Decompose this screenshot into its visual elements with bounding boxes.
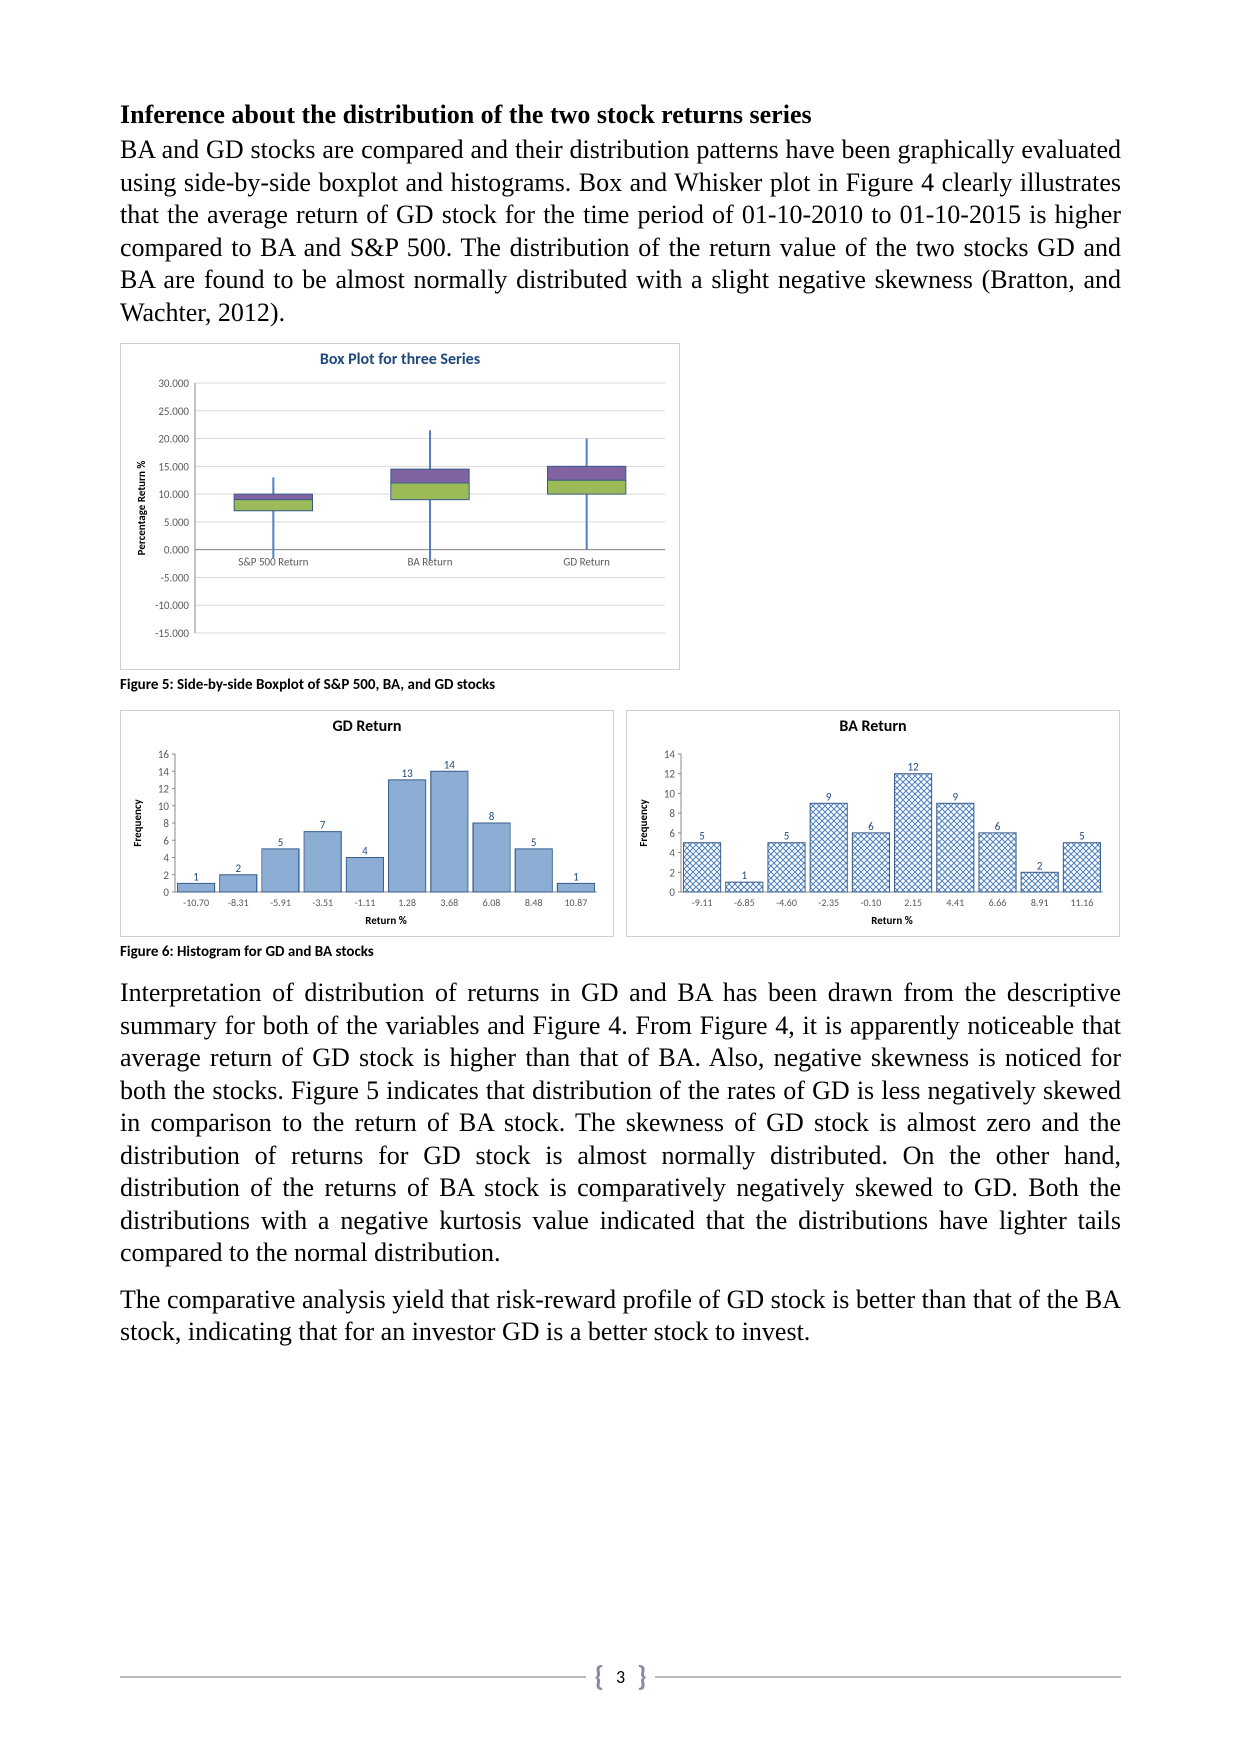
svg-text:6: 6 <box>669 827 675 840</box>
svg-text:4: 4 <box>362 845 368 858</box>
svg-text:10.87: 10.87 <box>564 896 587 909</box>
svg-text:20.000: 20.000 <box>158 433 189 446</box>
svg-text:9: 9 <box>953 790 959 803</box>
svg-text:5: 5 <box>1079 830 1085 843</box>
svg-text:2.15: 2.15 <box>904 896 922 909</box>
svg-text:-3.51: -3.51 <box>312 896 333 909</box>
svg-text:8.48: 8.48 <box>525 896 543 909</box>
svg-text:-5.91: -5.91 <box>270 896 291 909</box>
svg-text:6.08: 6.08 <box>483 896 501 909</box>
gd-hist-title: GD Return <box>127 717 607 736</box>
svg-text:2: 2 <box>669 866 675 879</box>
svg-text:-6.85: -6.85 <box>734 896 755 909</box>
page-number-box: { 3 } <box>594 1659 646 1694</box>
svg-text:-5.000: -5.000 <box>161 571 190 584</box>
svg-text:Return %: Return % <box>871 914 913 927</box>
svg-text:16: 16 <box>158 748 170 761</box>
paragraph-2: Interpretation of distribution of return… <box>120 977 1121 1270</box>
svg-text:11.16: 11.16 <box>1070 896 1093 909</box>
footer-line-left <box>120 1676 586 1678</box>
svg-text:Percentage Return %: Percentage Return % <box>135 461 148 556</box>
svg-text:1: 1 <box>193 870 199 883</box>
svg-text:0: 0 <box>163 886 169 899</box>
svg-text:8: 8 <box>489 810 495 823</box>
svg-text:-10.000: -10.000 <box>155 599 189 612</box>
svg-text:10: 10 <box>664 787 676 800</box>
svg-text:12: 12 <box>908 761 920 774</box>
svg-text:2: 2 <box>236 862 242 875</box>
svg-text:1: 1 <box>742 869 748 882</box>
svg-text:3.68: 3.68 <box>440 896 458 909</box>
svg-text:14: 14 <box>158 765 170 778</box>
svg-text:4: 4 <box>163 852 169 865</box>
svg-text:14: 14 <box>664 748 676 761</box>
svg-text:5: 5 <box>278 836 284 849</box>
svg-text:12: 12 <box>664 768 676 781</box>
svg-text:S&P 500 Return: S&P 500 Return <box>238 556 308 569</box>
svg-text:7: 7 <box>320 819 326 832</box>
svg-text:5.000: 5.000 <box>164 516 190 529</box>
svg-text:4.41: 4.41 <box>946 896 964 909</box>
page-number: 3 <box>604 1666 637 1688</box>
svg-text:Frequency: Frequency <box>637 798 650 846</box>
svg-text:0: 0 <box>669 886 675 899</box>
svg-text:30.000: 30.000 <box>158 377 189 390</box>
svg-text:-1.11: -1.11 <box>355 896 376 909</box>
svg-text:-15.000: -15.000 <box>155 627 189 640</box>
section-heading: Inference about the distribution of the … <box>120 100 1121 130</box>
svg-text:12: 12 <box>158 783 170 796</box>
boxplot-svg: -15.000 -10.000 -5.000 0.000 5.000 10.000 15.0… <box>127 373 675 663</box>
svg-text:-10.70: -10.70 <box>183 896 209 909</box>
ba-hist-chart: BA Return 0 2 4 6 8 10 12 14 5 -9.11 1 -6.85 5 -4.60 9… <box>626 710 1120 937</box>
svg-text:6: 6 <box>995 820 1001 833</box>
svg-text:-2.35: -2.35 <box>818 896 839 909</box>
footer-line-right <box>655 1676 1121 1678</box>
svg-text:GD Return: GD Return <box>563 556 610 569</box>
svg-text:10.000: 10.000 <box>158 488 189 501</box>
svg-text:-8.31: -8.31 <box>228 896 249 909</box>
ba-hist-title: BA Return <box>633 717 1113 736</box>
paragraph-3: The comparative analysis yield that risk… <box>120 1284 1121 1349</box>
boxplot-chart: Box Plot for three Series -15.000 -10.000… <box>120 343 680 670</box>
gd-hist-chart: GD Return 02468101214161-10.702-8.315-5.… <box>120 710 614 937</box>
svg-text:-0.10: -0.10 <box>861 896 882 909</box>
svg-text:6: 6 <box>163 834 169 847</box>
svg-text:BA Return: BA Return <box>408 556 453 569</box>
svg-text:5: 5 <box>531 836 537 849</box>
svg-text:8: 8 <box>669 807 675 820</box>
svg-text:6: 6 <box>868 820 874 833</box>
svg-text:-4.60: -4.60 <box>776 896 797 909</box>
svg-text:15.000: 15.000 <box>158 460 189 473</box>
svg-text:8.91: 8.91 <box>1031 896 1049 909</box>
svg-text:6.66: 6.66 <box>989 896 1007 909</box>
svg-text:5: 5 <box>699 830 705 843</box>
svg-text:0.000: 0.000 <box>164 544 190 557</box>
svg-text:8: 8 <box>163 817 169 830</box>
svg-text:1.28: 1.28 <box>398 896 416 909</box>
figure-5-caption: Figure 5: Side-by-side Boxplot of S&P 50… <box>120 676 1121 694</box>
bracket-right-icon: } <box>637 1659 647 1694</box>
bracket-left-icon: { <box>594 1659 604 1694</box>
svg-text:Return %: Return % <box>365 914 407 927</box>
svg-text:5: 5 <box>784 830 790 843</box>
svg-text:-9.11: -9.11 <box>692 896 713 909</box>
figure-6-caption: Figure 6: Histogram for GD and BA stocks <box>120 943 1121 961</box>
ba-hist-svg: 0 2 4 6 8 10 12 14 5 -9.11 1 -6.85 5 -4.60 9 -2.35 6 -0.1… <box>633 740 1113 930</box>
svg-text:14: 14 <box>444 758 456 771</box>
histogram-row: GD Return 02468101214161-10.702-8.315-5.… <box>120 710 1120 937</box>
svg-text:9: 9 <box>826 790 832 803</box>
svg-text:2: 2 <box>163 869 169 882</box>
svg-text:10: 10 <box>158 800 170 813</box>
page: Inference about the distribution of the … <box>0 0 1241 1754</box>
paragraph-1: BA and GD stocks are compared and their … <box>120 134 1121 329</box>
svg-text:1: 1 <box>573 870 579 883</box>
svg-text:2: 2 <box>1037 859 1043 872</box>
svg-text:Frequency: Frequency <box>131 798 144 846</box>
boxplot-title: Box Plot for three Series <box>127 350 673 369</box>
svg-text:13: 13 <box>402 767 414 780</box>
svg-text:4: 4 <box>669 847 675 860</box>
svg-text:25.000: 25.000 <box>158 405 189 418</box>
page-footer: { 3 } <box>120 1659 1121 1694</box>
gd-hist-svg: 0 2 4 6 8 10 12 14 16 1 -10.70 2 -8.31 5 -5.91 7 -3.51 4 -… <box>127 740 607 930</box>
